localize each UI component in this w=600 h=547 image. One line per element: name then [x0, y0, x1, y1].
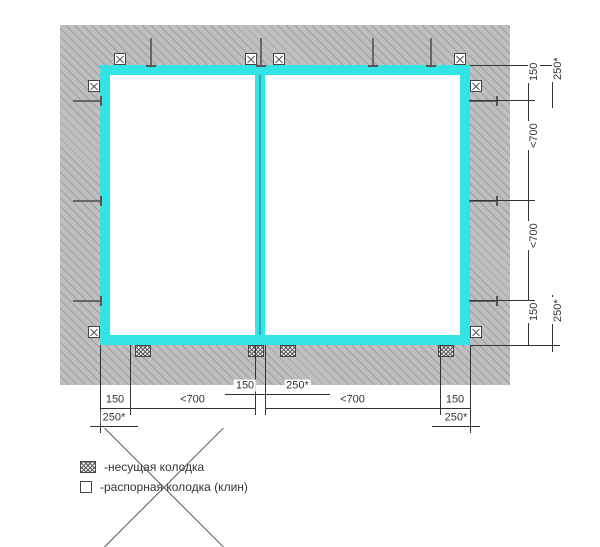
ext-line: [130, 345, 131, 415]
diagram-root: { "canvas": {"w":600,"h":507,"bg":"#ffff…: [0, 0, 600, 507]
bearing-icon: [80, 461, 96, 473]
anchor-top: [372, 38, 374, 66]
anchor-top: [430, 38, 432, 66]
ext-line: [265, 345, 266, 415]
spacer-block: [114, 53, 126, 65]
bearing-block: [280, 345, 296, 357]
ext-line: [470, 200, 535, 201]
ext-line: [440, 345, 441, 415]
spacer-block: [88, 326, 100, 338]
anchor-top: [260, 38, 262, 66]
bearing-block: [135, 345, 151, 357]
spacer-block: [273, 53, 285, 65]
ext-line: [470, 100, 535, 101]
legend-text: -распорная колодка (клин): [100, 480, 248, 494]
window-mullion: [255, 75, 265, 335]
anchor-left: [73, 100, 101, 102]
spacer-block: [470, 80, 482, 92]
spacer-block: [454, 53, 466, 65]
ext-line: [470, 65, 560, 66]
spacer-block: [470, 326, 482, 338]
ext-line: [470, 300, 535, 301]
ext-line: [470, 345, 471, 433]
spacer-icon: [80, 481, 92, 493]
spacer-block: [245, 53, 257, 65]
window-frame: [100, 65, 470, 345]
legend-spacer: -распорная колодка (клин): [80, 480, 248, 494]
anchor-left: [73, 200, 101, 202]
spacer-block: [88, 80, 100, 92]
anchor-top: [150, 38, 152, 66]
anchor-left: [73, 300, 101, 302]
ext-line: [470, 345, 560, 346]
bearing-block: [248, 345, 264, 357]
